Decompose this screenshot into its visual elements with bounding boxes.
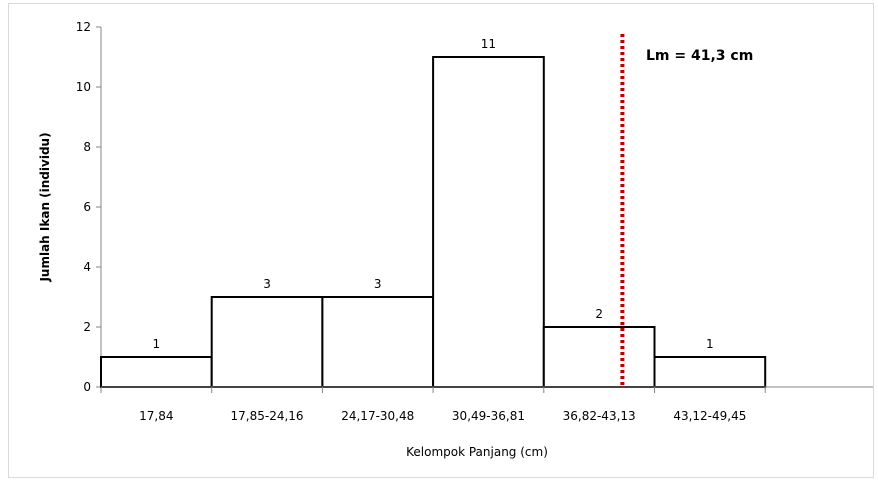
bar (210, 296, 324, 388)
x-category-label: 43,12-49,45 (673, 409, 746, 423)
x-axis-title: Kelompok Panjang (cm) (406, 445, 548, 459)
y-tick-label: 12 (76, 20, 91, 34)
y-axis-title: Jumlah Ikan (individu) (38, 132, 52, 282)
histogram-chart: 0 2 4 6 8 10 12 1 3 3 11 2 1 17,84 17,85-24,16 24,17-… (38, 20, 873, 459)
data-label: 1 (706, 337, 714, 351)
data-label: 1 (153, 337, 161, 351)
bar (100, 356, 213, 388)
y-tick-label: 6 (83, 200, 91, 214)
y-tick-label: 8 (83, 140, 91, 154)
bar (321, 296, 435, 388)
x-category-label: 17,84 (139, 409, 173, 423)
bars-group: 1 3 3 11 2 1 (100, 37, 767, 388)
y-tick-label: 2 (83, 320, 91, 334)
chart-frame: 0 2 4 6 8 10 12 1 3 3 11 2 1 17,84 17,85-24,16 24,17-… (8, 3, 874, 478)
bar (432, 56, 545, 388)
y-tick-label: 0 (83, 380, 91, 394)
x-category-label: 17,85-24,16 (231, 409, 304, 423)
y-tick-label: 4 (83, 260, 91, 274)
x-category-label: 30,49-36,81 (452, 409, 525, 423)
bar (653, 356, 767, 388)
bar (542, 326, 656, 388)
x-category-label: 24,17-30,48 (341, 409, 414, 423)
x-category-label: 36,82-43,13 (563, 409, 636, 423)
data-label: 3 (374, 277, 382, 291)
lm-annotation: Lm = 41,3 cm (646, 48, 753, 64)
x-axis: 17,84 17,85-24,16 24,17-30,48 30,49-36,81 36… (100, 386, 873, 423)
data-label: 2 (595, 307, 603, 321)
y-axis: 0 2 4 6 8 10 12 (76, 20, 102, 394)
data-label: 3 (263, 277, 271, 291)
data-label: 11 (481, 37, 496, 51)
y-tick-label: 10 (76, 80, 91, 94)
